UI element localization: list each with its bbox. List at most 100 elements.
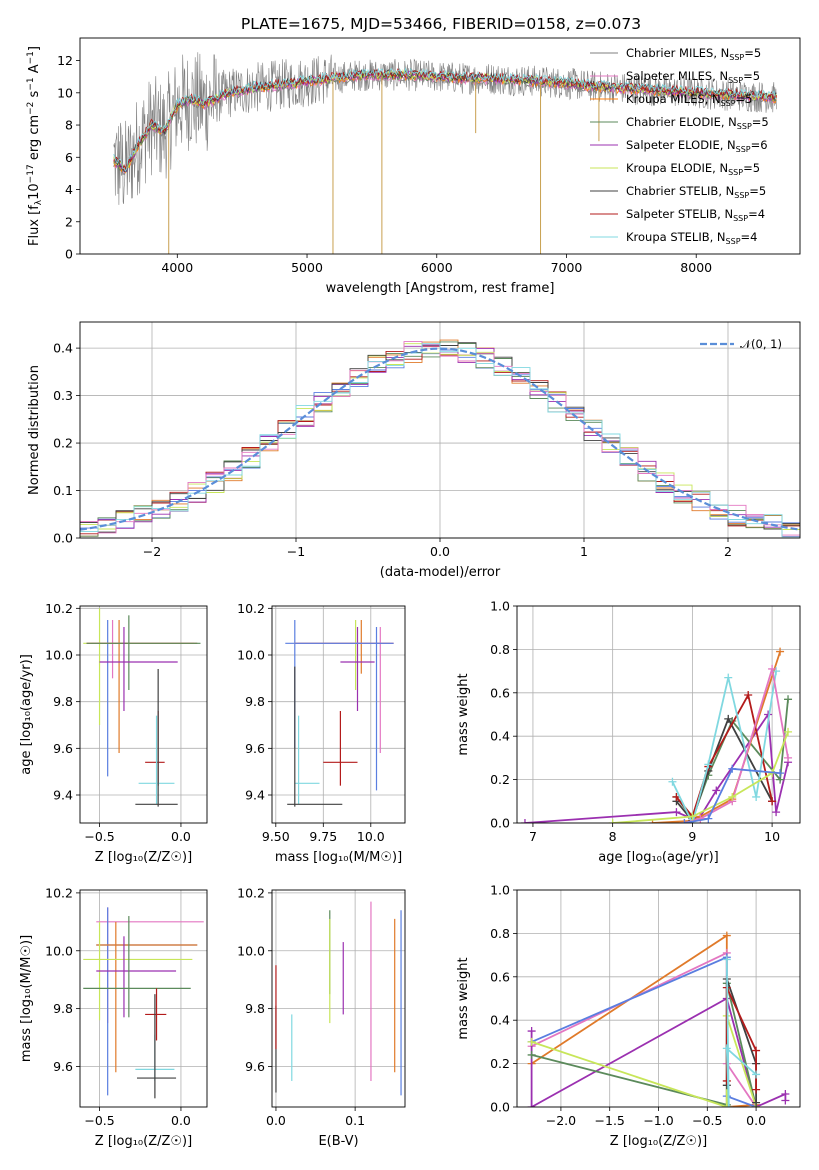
plot-background [272, 606, 405, 823]
weight-marker [680, 819, 689, 823]
weight-marker [520, 819, 529, 823]
x-tick-label: 0.0 [171, 1113, 191, 1128]
x-tick-label: −1.0 [643, 1113, 673, 1128]
weight-series-line [524, 711, 789, 823]
figure-title: PLATE=1675, MJD=53466, FIBERID=0158, z=0… [241, 15, 641, 33]
legend-label-subscript: SSP [736, 145, 751, 154]
legend-label-text: Kroupa STELIB, N [626, 230, 726, 244]
weight-marker [712, 786, 721, 795]
x-tick-label: −1.5 [595, 1113, 625, 1128]
axes-frame [79, 605, 208, 824]
legend-label-subscript: SSP [726, 237, 741, 246]
y-tick-label: 10.0 [45, 648, 73, 663]
legend-label-text: Kroupa MILES, N [626, 92, 721, 106]
y-tick-label: 0.2 [490, 772, 510, 787]
axes-mass-vs-Z: −0.5 0.0 9.6 9.8 10.0 10.2 Z [log₁₀(Z/Z☉)] mass… [19, 885, 208, 1149]
weight-marker [722, 1076, 731, 1085]
legend-label: Salpeter ELODIE, NSSP=6 [626, 138, 768, 154]
x-tick-label: −0.5 [84, 829, 114, 844]
legend-label-count: =4 [748, 207, 765, 221]
y-axis-label-part: −1 [26, 51, 36, 64]
y-tick-label: 10.0 [237, 648, 265, 663]
y-tick-label: 8 [65, 118, 73, 133]
y-tick-label: 0 [65, 247, 73, 262]
x-axis-label: wavelength [Angstrom, rest frame] [326, 281, 555, 296]
y-tick-label: 10.0 [45, 943, 73, 958]
weight-series-line [684, 767, 781, 823]
axes-frame [516, 605, 801, 824]
legend-label-text: Kroupa ELODIE, N [626, 161, 728, 175]
weight-marker [744, 690, 753, 699]
weight-marker [722, 1044, 731, 1053]
weight-marker [724, 673, 733, 682]
weight-marker [688, 812, 697, 821]
weight-series-line [675, 699, 789, 821]
x-tick-label: −0.5 [692, 1113, 722, 1128]
legend-label-text: Salpeter MILES, N [626, 69, 728, 83]
weight-marker [776, 647, 785, 656]
weight-series-line [725, 959, 757, 1107]
x-tick-label: 9 [688, 829, 696, 844]
x-axis-label: E(B-V) [318, 1134, 358, 1149]
y-tick-label: 9.6 [53, 741, 73, 756]
weight-marker [728, 792, 737, 801]
weight-marker [668, 777, 677, 786]
y-tick-label: 0.0 [53, 531, 73, 546]
y-axis-label-part: −2 [26, 102, 36, 115]
y-tick-label: 0.8 [490, 926, 510, 941]
plot-background [272, 890, 405, 1107]
x-tick-label: 0.0 [430, 544, 450, 559]
normal-curve [80, 347, 800, 531]
y-tick-label: 9.8 [245, 1001, 265, 1016]
weight-marker [704, 814, 713, 823]
legend-label-count: =5 [744, 46, 761, 60]
weight-marker [728, 764, 737, 773]
y-tick-label: 1.0 [490, 599, 510, 614]
x-tick-label: 0.0 [746, 1113, 766, 1128]
plot-area [113, 52, 777, 254]
spectrum-model-line [113, 66, 777, 172]
plot-area [83, 608, 201, 807]
legend-label-subscript: SSP [733, 214, 748, 223]
x-tick-label: −2 [143, 544, 161, 559]
y-tick-label: 9.8 [53, 694, 73, 709]
x-tick-label: 9.75 [309, 829, 337, 844]
y-tick-label: 2 [65, 214, 73, 229]
weight-marker [784, 727, 793, 736]
y-tick-label: 10.2 [45, 885, 73, 900]
x-tick-label: 0.0 [266, 1113, 286, 1128]
x-tick-label: 10.0 [357, 829, 385, 844]
legend-label-count: =6 [751, 138, 768, 152]
y-tick-label: 9.8 [53, 1001, 73, 1016]
plot-background [80, 890, 207, 1107]
weight-marker [752, 792, 761, 801]
legend-label-count: =5 [743, 161, 760, 175]
axes-frame [271, 889, 406, 1108]
y-tick-label: 9.6 [245, 741, 265, 756]
legend-label: Chabrier ELODIE, NSSP=5 [626, 115, 769, 131]
x-axis-label: Z [log₁₀(Z/Z☉)] [95, 1134, 192, 1149]
legend-label: Chabrier MILES, NSSP=5 [626, 46, 761, 62]
legend-label-text: Salpeter STELIB, N [626, 207, 733, 221]
legend-label: Salpeter STELIB, NSSP=4 [626, 207, 765, 223]
y-axis-label: mass weight [456, 673, 471, 755]
legend-label-subscript: SSP [737, 122, 752, 131]
y-tick-label: 10 [57, 85, 73, 100]
x-tick-label: 8 [609, 829, 617, 844]
y-axis-label-part: 10 [27, 183, 42, 200]
weight-marker [696, 814, 705, 823]
legend-label-count: =4 [741, 230, 758, 244]
weight-marker [724, 714, 733, 723]
y-axis-label-part: erg cm [27, 115, 42, 164]
plot-area [83, 907, 204, 1099]
y-axis-label: Normed distribution [27, 365, 42, 495]
weight-marker [722, 1103, 731, 1107]
x-tick-label: 9.50 [262, 829, 290, 844]
x-axis-label: Z [log₁₀(Z/Z☉)] [610, 1134, 707, 1149]
y-axis-label: mass weight [456, 957, 471, 1039]
weight-marker [752, 1098, 761, 1107]
y-tick-label: 0.2 [53, 436, 73, 451]
x-tick-label: 2 [724, 544, 732, 559]
legend-label-count: =5 [736, 92, 753, 106]
x-tick-label: 1 [580, 544, 588, 559]
